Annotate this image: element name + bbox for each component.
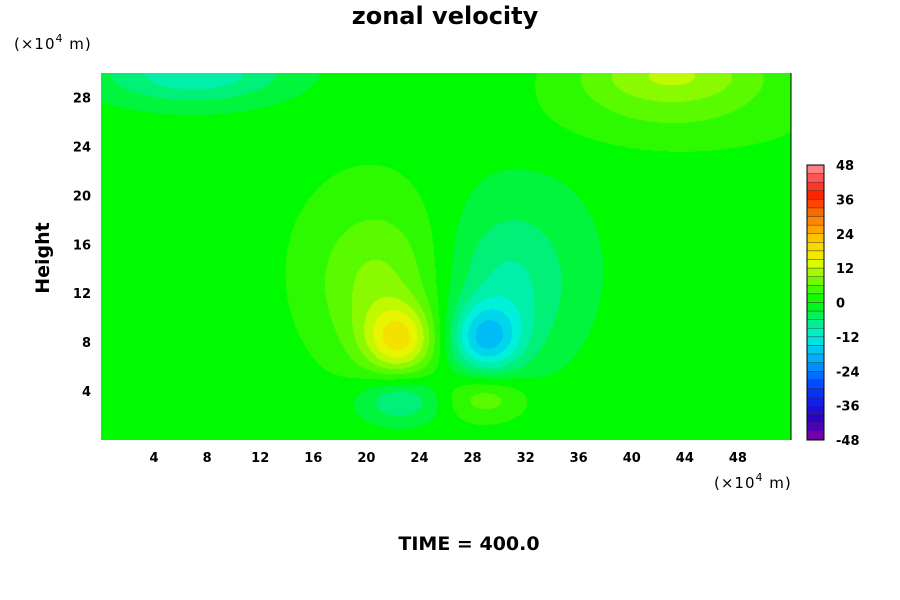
colorbar-band <box>806 379 825 389</box>
colorbar-tick-label: 48 <box>836 159 854 174</box>
colorbar-band <box>806 336 825 346</box>
colorbar-band <box>806 353 825 363</box>
x-tick-label: 40 <box>623 451 641 466</box>
y-tick-label: 16 <box>73 238 91 253</box>
colorbar-tick-label: -12 <box>836 331 860 346</box>
colorbar-band <box>806 371 825 381</box>
colorbar-tick-label: -48 <box>836 434 860 449</box>
colorbar-band <box>806 405 825 415</box>
x-tick-label: 44 <box>676 451 694 466</box>
colorbar-band <box>806 328 825 338</box>
colorbar-band <box>806 285 825 295</box>
colorbar-band <box>806 242 825 252</box>
x-tick-label: 12 <box>251 451 269 466</box>
y-axis-unit-tail: m) <box>64 35 92 53</box>
colorbar-band <box>806 267 825 277</box>
x-tick-label: 20 <box>357 451 375 466</box>
y-axis-unit: (×104 m) <box>14 32 92 53</box>
y-tick-label: 12 <box>73 287 91 302</box>
y-axis-ticks: 4 8 12 16 20 24 28 <box>73 91 91 400</box>
x-axis-unit-tail: m) <box>764 474 792 492</box>
x-axis-unit-base: (×10 <box>714 474 756 492</box>
colorbar-band <box>806 276 825 286</box>
y-tick-label: 24 <box>73 140 91 155</box>
colorbar-band <box>806 414 825 424</box>
colorbar-tick-label: 0 <box>836 297 845 312</box>
colorbar-band <box>806 207 825 217</box>
x-tick-label: 32 <box>517 451 535 466</box>
x-tick-label: 28 <box>463 451 481 466</box>
x-tick-label: 4 <box>150 451 159 466</box>
y-tick-label: 20 <box>73 189 91 204</box>
colorbar-tick-label: 36 <box>836 193 854 208</box>
time-label: TIME = 400.0 <box>398 533 539 555</box>
colorbar-band <box>806 345 825 355</box>
colorbar-band <box>806 224 825 234</box>
colorbar-band <box>806 310 825 320</box>
chart-title: zonal velocity <box>352 2 539 30</box>
x-tick-label: 36 <box>570 451 588 466</box>
x-axis-ticks: 4 8 12 16 20 24 28 32 36 40 44 48 <box>150 451 747 466</box>
colorbar-band <box>806 164 825 174</box>
colorbar-tick-label: -24 <box>836 365 860 380</box>
x-tick-label: 48 <box>729 451 747 466</box>
colorbar-tick-label: 24 <box>836 228 854 243</box>
colorbar-band <box>806 199 825 209</box>
colorbar <box>806 164 825 441</box>
colorbar-band <box>806 190 825 200</box>
colorbar-band <box>806 233 825 243</box>
colorbar-band <box>806 293 825 303</box>
colorbar-band <box>806 302 825 312</box>
colorbar-frame <box>806 164 825 441</box>
y-tick-label: 8 <box>82 336 91 351</box>
y-tick-label: 28 <box>73 91 91 106</box>
colorbar-band <box>806 250 825 260</box>
heatmap-field <box>101 73 791 440</box>
colorbar-band <box>806 388 825 398</box>
y-axis-unit-exp: 4 <box>56 32 64 45</box>
y-axis-unit-base: (×10 <box>14 35 56 53</box>
plot-area <box>101 73 792 440</box>
colorbar-band <box>806 319 825 329</box>
colorbar-tick-label: 12 <box>836 262 854 277</box>
x-axis-unit-exp: 4 <box>756 471 764 484</box>
colorbar-labels: 48 36 24 12 0 -12 -24 -36 -48 <box>836 159 860 449</box>
colorbar-band <box>806 431 825 441</box>
y-axis-label: Height <box>32 222 54 294</box>
colorbar-band <box>806 362 825 372</box>
colorbar-band <box>806 173 825 183</box>
colorbar-band <box>806 422 825 432</box>
colorbar-band <box>806 216 825 226</box>
x-axis-unit: (×104 m) <box>714 471 792 492</box>
y-tick-label: 4 <box>82 385 91 400</box>
colorbar-band <box>806 259 825 269</box>
colorbar-band <box>806 181 825 191</box>
x-tick-label: 16 <box>304 451 322 466</box>
x-tick-label: 8 <box>203 451 212 466</box>
colorbar-band <box>806 396 825 406</box>
x-tick-label: 24 <box>410 451 428 466</box>
colorbar-tick-label: -36 <box>836 400 860 415</box>
